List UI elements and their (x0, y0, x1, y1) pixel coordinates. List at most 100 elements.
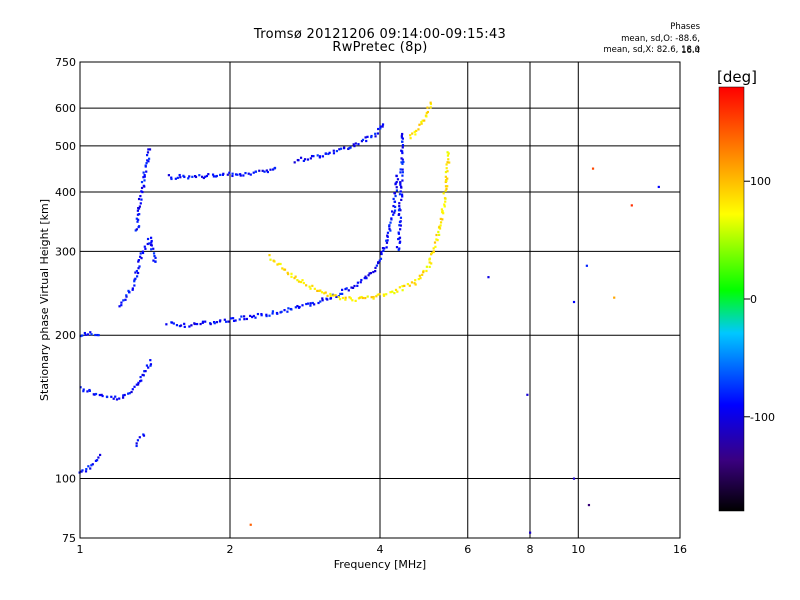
o-mode-point (187, 177, 190, 180)
x-mode-point (372, 297, 375, 300)
x-mode-point (446, 161, 449, 164)
colorbar-tick-label: -100 (750, 411, 775, 424)
x-mode-point (426, 106, 429, 109)
o-mode-point (131, 388, 134, 391)
o-mode-point (150, 248, 153, 251)
x-mode-point (446, 177, 449, 180)
x-mode-point (439, 224, 442, 227)
o-mode-point (133, 385, 136, 388)
o-mode-point (399, 224, 402, 227)
o-mode-point (135, 269, 138, 273)
o-mode-point (93, 393, 96, 396)
o-mode-point (383, 247, 386, 250)
o-mode-point (393, 211, 396, 214)
o-mode-point (254, 170, 258, 173)
o-mode-point (114, 395, 117, 398)
o-mode-point (142, 176, 145, 179)
x-mode-point (420, 122, 423, 125)
o-mode-point (133, 278, 136, 281)
o-mode-point (144, 247, 147, 250)
o-mode-point (389, 221, 392, 224)
x-mode-point (308, 285, 311, 288)
o-mode-point (149, 359, 152, 362)
o-mode-point (152, 252, 156, 255)
o-mode-point (386, 234, 389, 237)
x-mode-point (411, 132, 414, 135)
scatter-point (657, 185, 660, 189)
o-mode-point (399, 240, 402, 243)
x-mode-point (401, 289, 404, 292)
x-mode-point (414, 279, 417, 282)
o-mode-point (399, 171, 402, 174)
o-mode-point (265, 313, 268, 316)
o-mode-point (89, 467, 92, 470)
x-mode-point (410, 281, 414, 284)
o-mode-point (138, 205, 141, 208)
o-mode-point (136, 271, 140, 275)
o-mode-point (176, 176, 179, 179)
o-mode-point (199, 322, 202, 326)
y-tick-label: 750 (55, 56, 76, 69)
x-mode-point (425, 112, 428, 115)
o-mode-point (85, 468, 88, 471)
o-mode-point (195, 322, 199, 326)
o-mode-point (398, 241, 401, 244)
x-mode-point (293, 277, 296, 280)
x-mode-point (372, 295, 375, 299)
x-tick-label: 16 (673, 543, 687, 556)
o-mode-point (261, 169, 264, 172)
y-axis-ticks: 75 100 200 300 400 500 600 750 (55, 56, 76, 545)
o-mode-point (338, 148, 341, 151)
x-mode-point (444, 178, 448, 182)
o-mode-point (88, 389, 91, 393)
o-mode-point (137, 259, 140, 262)
o-mode-point (98, 453, 102, 457)
o-mode-point (98, 393, 101, 397)
x-mode-point (445, 167, 448, 170)
scatter-point (526, 393, 529, 396)
o-mode-point (294, 306, 297, 309)
o-mode-point (290, 308, 293, 311)
o-mode-point (332, 152, 336, 155)
o-mode-point (81, 334, 84, 337)
o-mode-point (356, 281, 360, 284)
x-mode-point (444, 170, 448, 174)
x-mode-point (439, 217, 442, 221)
o-mode-point (142, 171, 145, 174)
o-mode-point (354, 142, 357, 145)
o-mode-point (276, 312, 279, 315)
x-mode-point (281, 267, 284, 270)
x-axis-label: Frequency [MHz] (334, 558, 426, 571)
o-mode-point (94, 459, 98, 462)
scatter-point (613, 296, 616, 299)
x-mode-point (422, 269, 425, 273)
o-mode-point (391, 210, 394, 213)
o-mode-point (136, 439, 140, 442)
o-mode-point (86, 333, 90, 336)
o-mode-point (395, 180, 398, 184)
o-mode-point (401, 137, 404, 140)
o-mode-point (200, 175, 204, 178)
o-mode-point (141, 251, 145, 255)
o-mode-point (319, 300, 322, 303)
x-mode-point (429, 101, 432, 104)
o-mode-point (147, 148, 150, 151)
o-mode-point (400, 193, 404, 196)
x-mode-point (269, 258, 272, 261)
o-mode-point (296, 158, 299, 162)
x-mode-point (430, 253, 433, 256)
o-mode-point (134, 271, 137, 274)
o-mode-point (130, 390, 133, 394)
o-mode-point (120, 301, 123, 304)
scatter-point (585, 264, 588, 267)
o-mode-point (150, 239, 153, 243)
o-mode-point (313, 303, 316, 306)
o-mode-point (401, 195, 404, 198)
o-mode-point (280, 310, 283, 313)
x-mode-point (406, 283, 409, 286)
o-mode-point (345, 287, 348, 290)
o-mode-point (172, 322, 175, 325)
x-mode-point (366, 295, 369, 298)
o-mode-point (399, 183, 402, 186)
o-mode-point (370, 136, 373, 139)
